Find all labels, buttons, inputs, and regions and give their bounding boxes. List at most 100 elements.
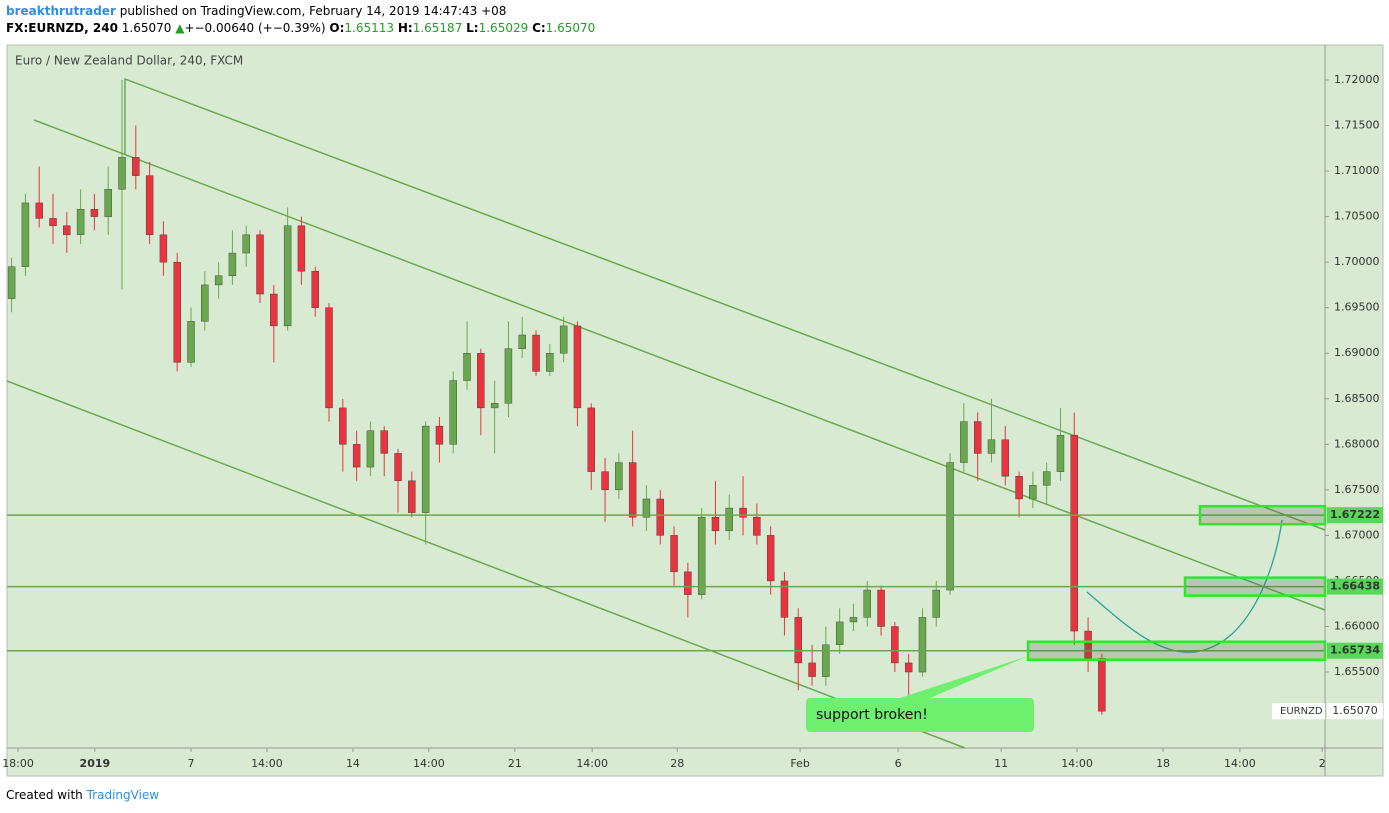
y-tick-label: 1.70000 — [1334, 255, 1380, 268]
change: +−0.00640 (+−0.39%) — [184, 21, 326, 35]
y-tick-label: 1.66000 — [1334, 619, 1380, 632]
candle-body — [822, 644, 830, 677]
candle-body — [532, 334, 540, 372]
candle-body — [849, 617, 858, 623]
channel-middle — [33, 119, 1326, 611]
candle-body — [477, 353, 485, 409]
candle-body — [918, 617, 927, 673]
candle-body — [366, 430, 375, 468]
x-tick-label: 14:00 — [576, 757, 608, 770]
candle-body — [449, 380, 457, 445]
candle-body — [214, 275, 223, 286]
level-price-label: 1.67222 — [1330, 508, 1380, 521]
l-label: L: — [466, 21, 479, 35]
candle-body — [339, 407, 347, 445]
level-zone — [1026, 640, 1327, 661]
candle-body — [1098, 658, 1106, 712]
x-tick-label: 18:00 — [2, 757, 34, 770]
candle-body — [145, 175, 154, 236]
candle-body — [201, 284, 209, 322]
x-tick-label: 11 — [994, 757, 1008, 770]
callout — [806, 698, 1034, 732]
x-tick-label: 6 — [895, 757, 902, 770]
candle-body — [932, 589, 940, 618]
author[interactable]: breakthrutrader — [6, 4, 116, 18]
candle-body — [380, 430, 388, 454]
trend-lines — [6, 77, 1326, 749]
y-tick-label: 1.69000 — [1334, 346, 1380, 359]
y-tick-label: 1.72000 — [1334, 73, 1380, 86]
candle-body — [187, 321, 195, 363]
x-tick-label: 7 — [188, 757, 195, 770]
candle-body — [228, 252, 237, 277]
level-price-label: 1.65734 — [1330, 644, 1380, 657]
header-line-1: breakthrutrader published on TradingView… — [6, 4, 506, 18]
y-tick-label: 1.68500 — [1334, 392, 1380, 405]
c-label: C: — [532, 21, 546, 35]
level-price-box — [1327, 642, 1383, 659]
candle-body — [132, 157, 140, 176]
brand[interactable]: TradingView — [86, 788, 160, 802]
candle-body — [104, 189, 112, 217]
candle-body — [628, 462, 637, 518]
high: 1.65187 — [412, 21, 463, 35]
last-price-box — [1327, 703, 1383, 720]
candle-body — [283, 225, 292, 327]
candle-body — [490, 403, 499, 409]
y-tick-label: 1.71000 — [1334, 164, 1380, 177]
x-tick-label: 14:00 — [1061, 757, 1093, 770]
arrow: ▲ — [175, 21, 185, 35]
candle-body — [1042, 471, 1051, 486]
candle-body — [463, 353, 471, 381]
candle-body — [118, 157, 126, 190]
candle-body — [421, 425, 430, 513]
candle-body — [1056, 435, 1065, 472]
published: published on TradingView.com, February 1… — [119, 4, 507, 18]
candle-body — [946, 462, 954, 591]
x-tick-label: 14:00 — [1224, 757, 1256, 770]
footer: Created with TradingView — [6, 788, 159, 802]
callout-pointer — [900, 656, 1028, 698]
candle-body — [877, 589, 885, 627]
y-tick-label: 1.65500 — [1334, 665, 1380, 678]
price: 1.65070 — [121, 21, 172, 35]
y-tick-label: 1.67500 — [1334, 483, 1380, 496]
candle-body — [270, 293, 278, 327]
y-tick-label: 1.69500 — [1334, 301, 1380, 314]
x-tick-label: 14:00 — [413, 757, 445, 770]
candle-body — [1084, 630, 1092, 659]
candle-body — [1015, 476, 1023, 500]
candle-body — [808, 662, 816, 677]
candle-body — [408, 480, 416, 513]
candle-body — [256, 234, 264, 295]
x-tick-label: 28 — [670, 757, 684, 770]
candle-body — [7, 266, 16, 299]
h-label: H: — [397, 21, 413, 35]
channel-upper — [124, 77, 1326, 531]
candle-body — [891, 626, 899, 664]
candle-body — [63, 225, 71, 236]
candle-body — [311, 271, 319, 308]
candle-body — [504, 348, 513, 404]
o-label: O: — [329, 21, 345, 35]
close: 1.65070 — [545, 21, 596, 35]
x-tick-label: Feb — [790, 757, 809, 770]
channel-lower — [6, 380, 966, 749]
candle-body — [615, 462, 623, 491]
candle-body — [518, 334, 526, 349]
candle-body — [49, 218, 57, 226]
candle-body — [325, 307, 333, 409]
x-tick-label: 14 — [346, 757, 360, 770]
last-symbol: EURNZD — [1280, 706, 1323, 717]
candle-body — [394, 453, 402, 481]
candle-body — [725, 507, 733, 532]
x-tick-label: 2 — [1319, 757, 1326, 770]
created-with: Created with — [6, 788, 83, 802]
candle-body — [587, 407, 595, 472]
candle-body — [684, 571, 692, 595]
level-price-box — [1327, 507, 1383, 524]
annotation: support broken! — [816, 707, 928, 723]
candle-body — [711, 516, 720, 532]
candle-body — [1001, 439, 1009, 477]
